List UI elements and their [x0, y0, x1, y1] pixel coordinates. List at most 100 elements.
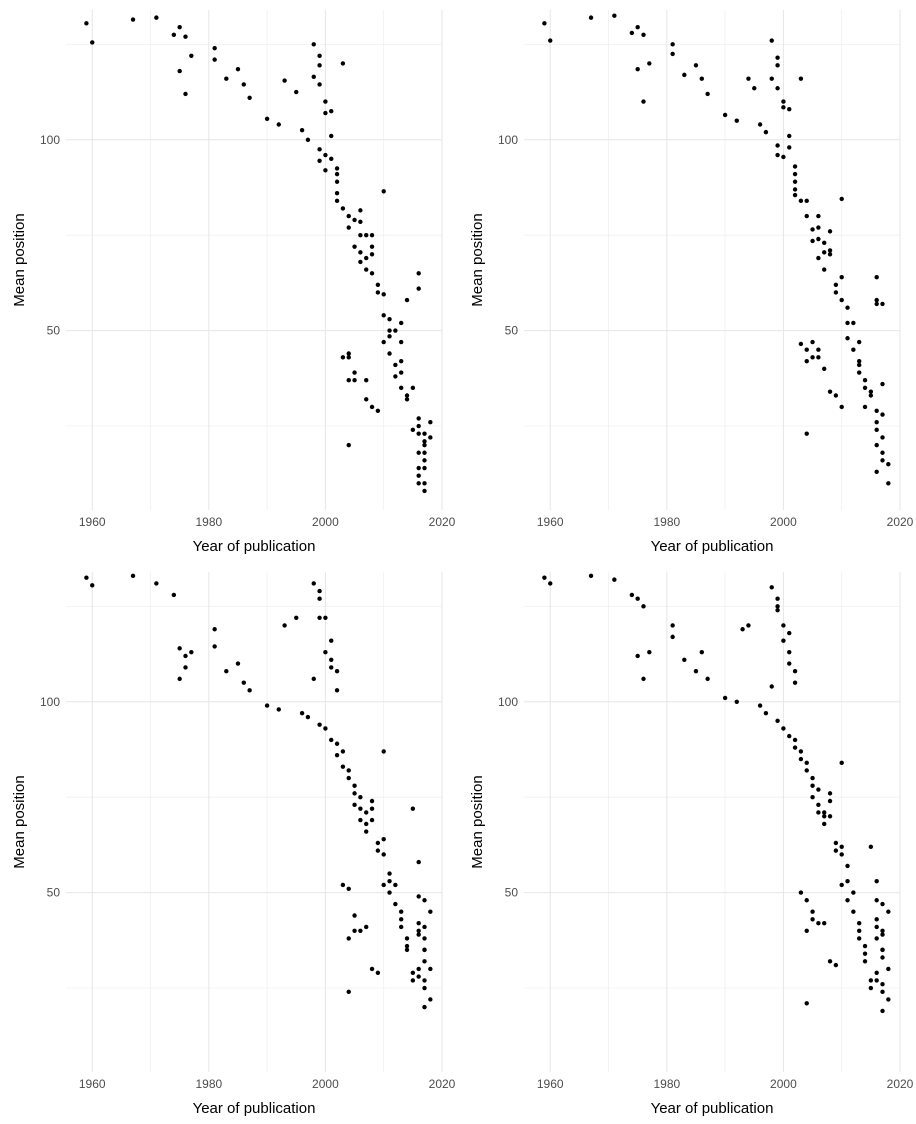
data-point — [845, 863, 850, 869]
data-point — [699, 649, 704, 655]
data-point — [416, 423, 421, 429]
data-point — [369, 806, 375, 811]
data-point — [177, 676, 182, 682]
data-point — [880, 458, 885, 463]
data-point — [856, 339, 862, 345]
data-point — [410, 385, 416, 391]
data-point — [224, 76, 229, 81]
data-point — [224, 669, 229, 674]
data-point — [334, 753, 340, 758]
data-point — [334, 688, 340, 693]
data-point — [647, 649, 652, 655]
data-point — [369, 244, 375, 249]
data-point — [329, 133, 334, 139]
data-point — [787, 145, 792, 150]
data-point — [235, 661, 241, 666]
data-point — [839, 297, 844, 303]
y-tick-label: 50 — [505, 886, 519, 900]
data-point — [334, 179, 340, 184]
data-point — [833, 282, 839, 288]
data-point — [364, 821, 369, 827]
data-point — [880, 955, 885, 960]
data-point — [346, 225, 351, 230]
data-point — [798, 76, 804, 81]
data-point — [358, 219, 363, 225]
data-point — [212, 45, 217, 51]
data-point — [839, 760, 844, 766]
data-point — [369, 252, 375, 257]
x-tick-label: 1980 — [653, 1077, 680, 1091]
x-tick-label: 1980 — [195, 515, 222, 529]
data-point — [862, 951, 868, 956]
x-tick-label: 1980 — [653, 515, 680, 529]
data-point — [542, 575, 547, 580]
x-tick-label: 1960 — [79, 1077, 106, 1091]
data-point — [369, 966, 375, 972]
data-point — [810, 783, 815, 788]
data-point — [641, 676, 646, 682]
data-point — [874, 898, 879, 903]
data-point — [422, 959, 427, 964]
data-point — [822, 240, 827, 246]
data-point — [422, 978, 427, 983]
data-point — [862, 385, 868, 391]
data-point — [833, 848, 839, 853]
y-axis-title: Mean position — [11, 775, 28, 868]
scatter-panel-bottom-left: 1960 1980 2000 2020 50 100 Year of publication… — [0, 562, 458, 1124]
data-point — [856, 370, 862, 375]
data-point — [404, 393, 410, 398]
data-point — [317, 596, 322, 601]
data-point — [827, 389, 833, 394]
data-point — [282, 78, 287, 83]
data-point — [781, 99, 786, 104]
data-point — [798, 756, 804, 762]
data-point — [792, 680, 798, 685]
data-point — [369, 232, 375, 238]
data-point — [422, 985, 427, 991]
data-point — [352, 217, 357, 223]
data-point — [810, 238, 815, 244]
data-point — [276, 122, 281, 127]
data-point — [364, 829, 369, 834]
data-point — [393, 328, 398, 333]
data-point — [781, 638, 786, 643]
data-point — [387, 878, 392, 884]
data-point — [810, 909, 815, 914]
data-point — [804, 358, 809, 364]
data-point — [781, 105, 786, 110]
data-point — [358, 794, 363, 800]
data-point — [839, 844, 844, 850]
data-point — [612, 13, 617, 18]
data-point — [792, 187, 798, 192]
data-point — [886, 997, 891, 1002]
data-point — [422, 465, 427, 471]
data-point — [787, 661, 792, 666]
data-point — [839, 852, 844, 857]
data-point — [781, 726, 786, 731]
data-point — [381, 189, 386, 194]
data-point — [364, 255, 369, 261]
data-point — [804, 760, 809, 766]
data-point — [381, 882, 386, 888]
y-axis-title: Mean position — [469, 775, 486, 868]
data-point — [84, 21, 89, 26]
data-point — [833, 290, 839, 295]
data-point — [851, 347, 856, 352]
data-point — [334, 191, 340, 196]
data-point — [404, 947, 410, 953]
data-point — [874, 970, 879, 975]
x-tick-label: 1960 — [537, 1077, 564, 1091]
data-point — [798, 198, 804, 204]
data-point — [130, 573, 136, 579]
data-point — [398, 370, 404, 375]
data-point — [804, 347, 809, 352]
data-point — [862, 959, 868, 964]
data-point — [323, 110, 328, 116]
data-point — [827, 791, 833, 796]
x-tick-label: 2000 — [770, 1077, 797, 1091]
y-tick-label: 100 — [498, 133, 518, 147]
data-point — [874, 978, 879, 983]
data-point — [792, 745, 798, 750]
data-point — [212, 644, 217, 649]
data-point — [352, 928, 357, 933]
